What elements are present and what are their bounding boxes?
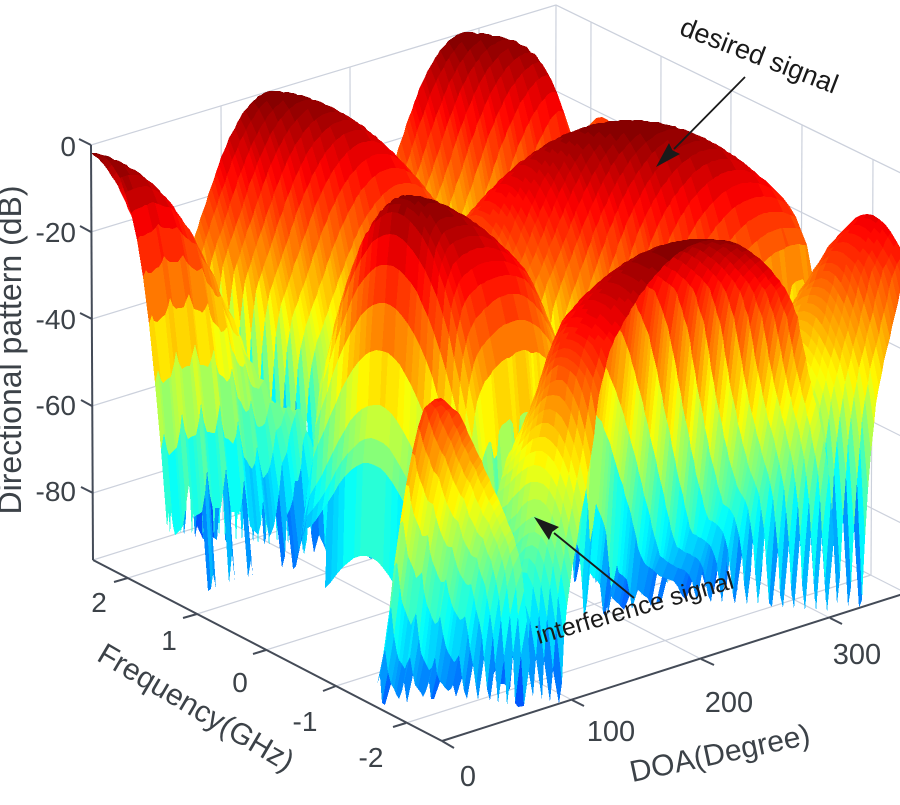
svg-text:300: 300 [833,639,881,671]
svg-text:-1: -1 [293,706,318,737]
svg-text:-40: -40 [36,304,76,335]
svg-text:-80: -80 [36,476,76,507]
svg-text:0: 0 [460,761,476,793]
svg-text:0: 0 [232,667,248,698]
svg-text:-60: -60 [36,390,76,421]
svg-text:1: 1 [161,625,177,656]
svg-text:200: 200 [705,687,753,719]
svg-text:-2: -2 [359,742,384,773]
svg-text:Directional pattern (dB): Directional pattern (dB) [0,185,28,514]
svg-text:-20: -20 [36,217,76,248]
svg-text:100: 100 [587,716,635,748]
svg-text:0: 0 [60,131,76,162]
svg-text:2: 2 [91,587,107,618]
